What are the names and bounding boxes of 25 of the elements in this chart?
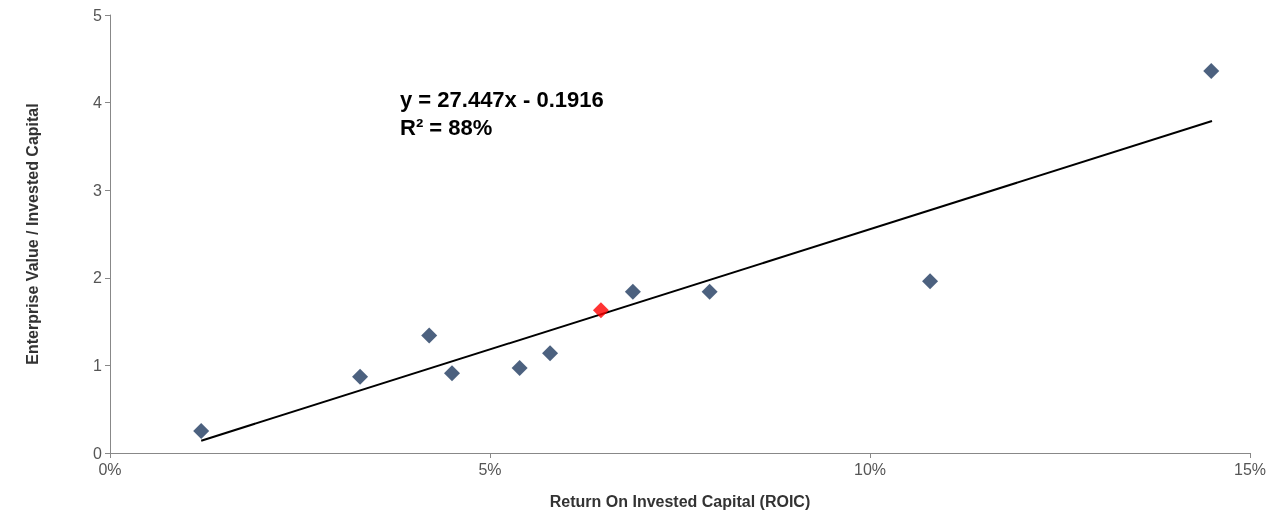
y-tick-label: 0 [93, 444, 103, 462]
y-tick-label: 2 [93, 269, 103, 287]
y-axis-title: Enterprise Value / Invested Capital [23, 103, 41, 365]
x-tick-label: 0% [98, 460, 122, 478]
point [922, 273, 939, 290]
x-axis-title: Return On Invested Capital (ROIC) [549, 492, 811, 510]
point [624, 283, 641, 300]
annotation: R² = 88% [400, 114, 493, 140]
y-tick-label: 1 [93, 356, 103, 374]
y-tick-label: 5 [93, 6, 103, 24]
point [421, 327, 438, 344]
y-tick-label: 4 [93, 94, 103, 112]
point [592, 302, 609, 319]
x-tick-label: 5% [478, 460, 502, 478]
point [1203, 63, 1220, 80]
x-tick-label: 15% [1233, 460, 1267, 478]
point [193, 423, 210, 440]
point [701, 283, 718, 300]
x-tick-label: 10% [853, 460, 887, 478]
annotation: y = 27.447x - 0.1916 [400, 86, 604, 112]
point [542, 345, 559, 362]
point [444, 365, 460, 382]
y-tick-label: 3 [93, 181, 103, 199]
point [511, 360, 528, 377]
point [352, 368, 369, 385]
